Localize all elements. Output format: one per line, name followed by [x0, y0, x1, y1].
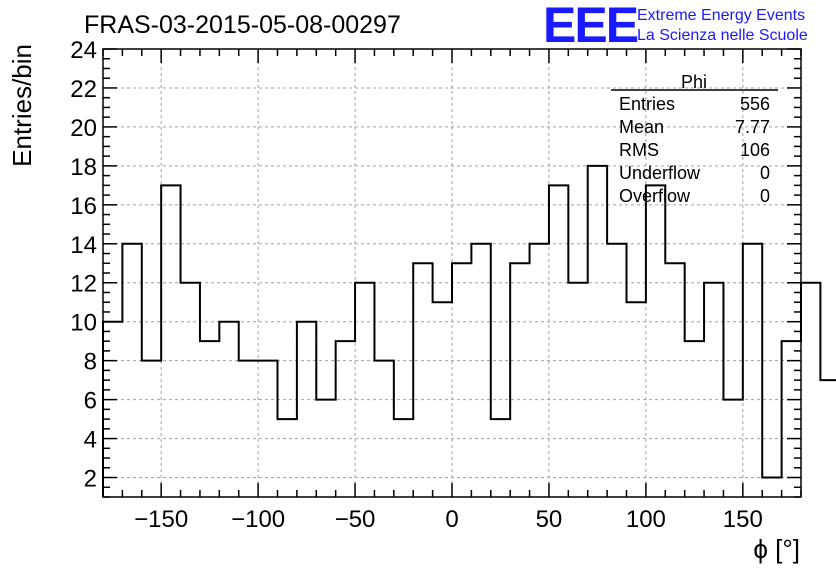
- stats-row-label: Entries: [619, 94, 675, 114]
- histogram-bin: [374, 361, 393, 497]
- y-tick-label: 24: [70, 37, 97, 64]
- histogram-bin: [491, 419, 510, 497]
- tagline-scienza-scuole: La Scienza nelle Scuole: [637, 27, 808, 44]
- histogram-bin: [181, 283, 200, 497]
- tagline-extreme-energy-events: Extreme Energy Events: [637, 7, 805, 24]
- run-title: FRAS-03-2015-05-08-00297: [84, 11, 401, 39]
- x-tick-label: −50: [335, 506, 376, 533]
- histogram-bin: [413, 263, 432, 497]
- y-tick-label: 22: [70, 76, 97, 103]
- histogram-bin: [452, 263, 471, 497]
- histogram-bin: [355, 283, 374, 497]
- y-tick-label: 16: [70, 193, 97, 220]
- x-tick-labels: −150 −100 −50 0 50 100 150: [134, 506, 763, 533]
- histogram-bin: [743, 244, 762, 497]
- stats-title: Phi: [681, 72, 707, 92]
- histogram-bin: [510, 263, 529, 497]
- histogram-bin: [801, 283, 820, 497]
- x-tick-label: −150: [134, 506, 188, 533]
- histogram-bin: [316, 400, 335, 497]
- stats-row-value: 106: [740, 140, 770, 160]
- y-tick-label: 18: [70, 154, 97, 181]
- histogram-bin: [627, 302, 646, 497]
- eee-logo: EEE: [543, 0, 638, 53]
- histogram-bin: [530, 244, 549, 497]
- histogram-bin: [297, 322, 316, 497]
- histogram-bin: [200, 341, 219, 497]
- histogram-bin: [433, 302, 452, 497]
- histogram-bin: [607, 244, 626, 497]
- histogram-bin: [336, 341, 355, 497]
- histogram-bin: [258, 361, 277, 497]
- y-tick-label: 4: [84, 427, 97, 454]
- histogram-bin: [219, 322, 238, 497]
- y-tick-label: 8: [84, 349, 97, 376]
- stats-rows: Entries 556 Mean 7.77 RMS 106 Underflow 0 Overfl…: [619, 94, 770, 206]
- histogram-bin: [646, 185, 665, 497]
- stats-row-label: Underflow: [619, 163, 701, 183]
- histogram-outline: [102, 164, 836, 497]
- stats-row-label: Overflow: [619, 186, 691, 206]
- histogram-bin: [549, 185, 568, 497]
- histogram-bin: [239, 361, 258, 497]
- axis-ticks: [102, 48, 802, 498]
- y-tick-label: 2: [84, 466, 97, 493]
- y-axis-label: Entries/bin: [7, 44, 37, 167]
- histogram-bin: [394, 419, 413, 497]
- y-tick-label: 10: [70, 310, 97, 337]
- histogram-bin: [471, 244, 490, 497]
- histogram-bin: [278, 419, 297, 497]
- stats-row-label: RMS: [619, 140, 659, 160]
- histogram-bin: [588, 166, 607, 497]
- y-tick-label: 12: [70, 271, 97, 298]
- y-tick-label: 14: [70, 232, 97, 259]
- y-tick-label: 20: [70, 115, 97, 142]
- stats-box: Phi Entries 556 Mean 7.77 RMS 106 Underflow 0 Ov…: [611, 72, 778, 206]
- histogram-bin: [704, 283, 723, 497]
- x-tick-label: 150: [723, 506, 763, 533]
- stats-row-value: 556: [740, 94, 770, 114]
- stats-row-value: 0: [760, 163, 770, 183]
- stats-row-value: 7.77: [735, 117, 770, 137]
- histogram-bin: [723, 400, 742, 497]
- histogram-bin: [762, 478, 781, 497]
- stats-row-value: 0: [760, 186, 770, 206]
- x-tick-label: 50: [536, 506, 563, 533]
- x-axis-label: ϕ [°]: [753, 534, 800, 564]
- histogram-bin: [820, 380, 836, 497]
- stats-row-label: Mean: [619, 117, 664, 137]
- histogram-bin: [685, 341, 704, 497]
- x-tick-label: 0: [445, 506, 458, 533]
- histogram-bin: [161, 185, 180, 497]
- histogram-bin: [665, 263, 684, 497]
- histogram-bin: [122, 244, 141, 497]
- histogram-bin: [568, 283, 587, 497]
- y-tick-label: 6: [84, 388, 97, 415]
- x-tick-label: −100: [231, 506, 285, 533]
- histogram-bin: [142, 361, 161, 497]
- histogram-bins: [102, 164, 836, 497]
- x-tick-label: 100: [626, 506, 666, 533]
